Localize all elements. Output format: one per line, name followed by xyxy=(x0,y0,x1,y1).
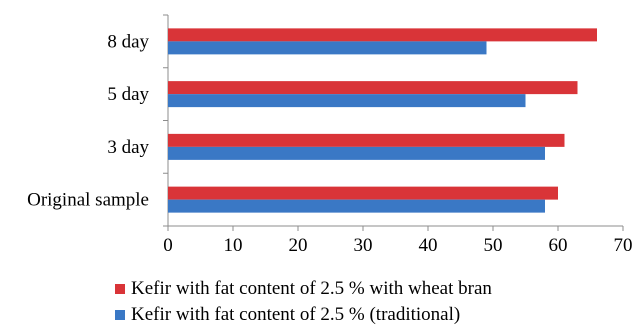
bar-wheat-bran xyxy=(168,133,565,147)
bar-traditional xyxy=(168,41,487,55)
y-tick-label: 8 day xyxy=(107,31,149,52)
x-tick-label: 10 xyxy=(224,235,243,256)
x-tick-label: 30 xyxy=(354,235,373,256)
legend-label-traditional: Kefir with fat content of 2.5 % (traditi… xyxy=(131,304,461,325)
bar-traditional xyxy=(168,146,545,160)
x-tick-label: 40 xyxy=(419,235,438,256)
bar-traditional xyxy=(168,94,526,108)
legend-item-traditional: Kefir with fat content of 2.5 % (traditi… xyxy=(115,302,492,328)
legend-swatch-traditional xyxy=(115,310,125,320)
x-tick-label: 70 xyxy=(614,235,633,256)
bar-wheat-bran xyxy=(168,186,558,200)
tick-labels: 0 10 20 30 40 50 60 70 Original sample 3 day 5 day… xyxy=(27,31,632,256)
bars xyxy=(168,28,597,213)
legend-label-wheat-bran: Kefir with fat content of 2.5 % with whe… xyxy=(131,278,492,299)
x-tick-label: 60 xyxy=(549,235,568,256)
bar-wheat-bran xyxy=(168,81,578,95)
y-tick-label: 3 day xyxy=(107,137,149,158)
x-tick-label: 50 xyxy=(484,235,503,256)
y-tick-label: 5 day xyxy=(107,84,149,105)
bar-traditional xyxy=(168,199,545,213)
legend-item-wheat-bran: Kefir with fat content of 2.5 % with whe… xyxy=(115,276,492,302)
y-tick-label: Original sample xyxy=(27,190,149,211)
x-tick-label: 0 xyxy=(163,235,173,256)
x-tick-label: 20 xyxy=(289,235,308,256)
legend-swatch-wheat-bran xyxy=(115,284,125,294)
legend: Kefir with fat content of 2.5 % with whe… xyxy=(115,276,492,328)
bar-wheat-bran xyxy=(168,28,597,42)
